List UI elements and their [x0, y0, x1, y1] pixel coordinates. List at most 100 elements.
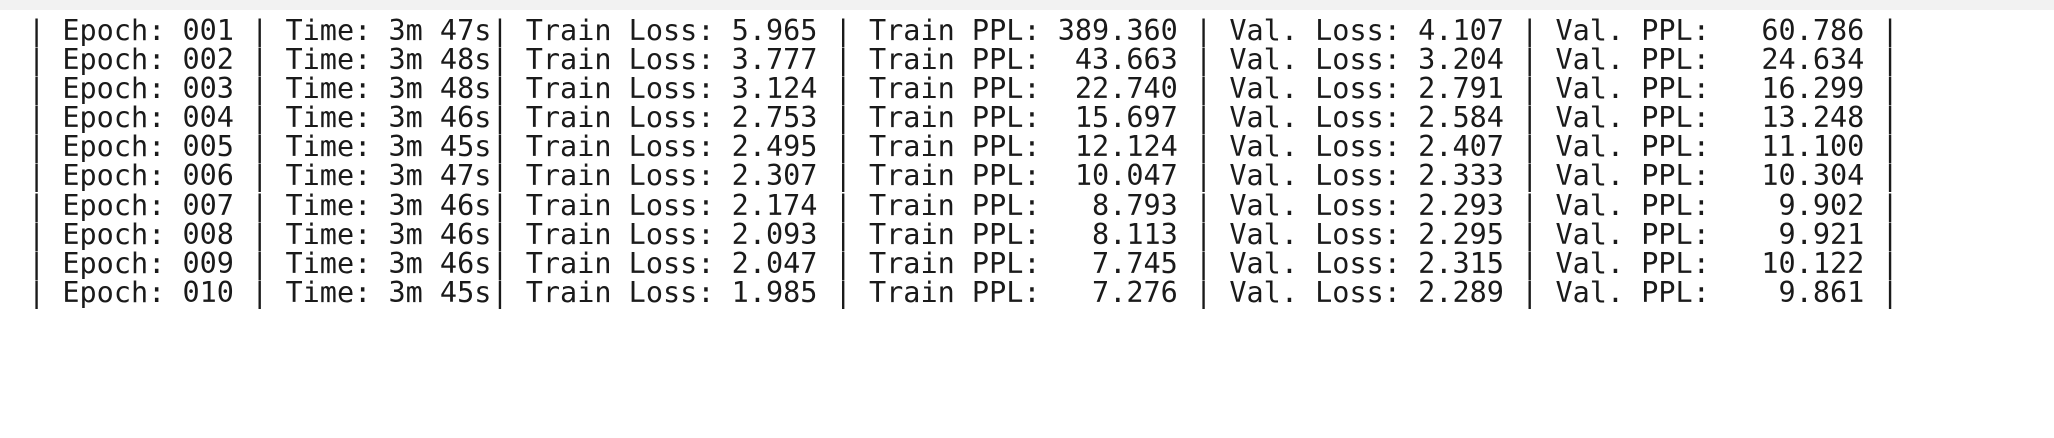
train-loss-label: Train Loss:	[525, 217, 715, 251]
time-value: 3m 46s	[388, 217, 492, 251]
epoch-value: 008	[182, 217, 234, 251]
column-separator: |	[251, 101, 269, 135]
train-loss-label: Train Loss:	[525, 130, 715, 164]
epoch-value: 010	[182, 275, 234, 309]
train-loss-label: Train Loss:	[525, 159, 715, 193]
column-separator: |	[1881, 101, 1899, 135]
train-ppl-value: 22.740	[1074, 72, 1178, 106]
column-separator: |	[491, 72, 509, 106]
val-loss-label: Val. Loss:	[1229, 101, 1401, 135]
val-ppl-value: 24.634	[1761, 43, 1865, 77]
column-separator: |	[1881, 14, 1899, 47]
train-ppl-label: Train PPL:	[868, 159, 1041, 193]
time-value: 3m 47s	[388, 159, 492, 193]
val-loss-label: Val. Loss:	[1229, 275, 1401, 309]
train-ppl-label: Train PPL:	[868, 130, 1041, 164]
output-top-strip	[0, 0, 2054, 10]
val-ppl-value: 10.122	[1761, 246, 1865, 280]
time-label: Time:	[285, 159, 372, 193]
column-separator: |	[251, 130, 269, 164]
train-loss-value: 2.307	[731, 159, 818, 193]
column-separator: |	[1195, 246, 1213, 280]
time-value: 3m 48s	[388, 43, 492, 77]
time-value: 3m 46s	[388, 101, 492, 135]
train-loss-value: 2.495	[731, 130, 818, 164]
time-label: Time:	[285, 130, 372, 164]
column-separator: |	[491, 14, 509, 47]
column-separator: |	[491, 130, 509, 164]
column-separator: |	[251, 246, 269, 280]
train-loss-value: 2.047	[731, 246, 818, 280]
val-loss-value: 2.407	[1418, 130, 1504, 164]
log-line: | Epoch: 003 | Time: 3m 48s| Train Loss:…	[28, 74, 2038, 103]
epoch-label: Epoch:	[62, 159, 166, 193]
epoch-label: Epoch:	[62, 101, 166, 135]
val-ppl-value: 9.921	[1778, 217, 1865, 251]
log-line: | Epoch: 004 | Time: 3m 46s| Train Loss:…	[28, 103, 2038, 132]
column-separator: |	[251, 43, 269, 77]
val-ppl-label: Val. PPL:	[1555, 43, 1710, 77]
time-label: Time:	[285, 188, 372, 222]
time-value: 3m 47s	[388, 14, 492, 47]
train-ppl-label: Train PPL:	[868, 217, 1041, 251]
val-ppl-label: Val. PPL:	[1555, 72, 1710, 106]
time-label: Time:	[285, 14, 372, 47]
val-loss-value: 2.584	[1418, 101, 1504, 135]
column-separator: |	[1521, 72, 1539, 106]
column-separator: |	[1195, 101, 1213, 135]
train-ppl-label: Train PPL:	[868, 246, 1041, 280]
val-loss-label: Val. Loss:	[1229, 159, 1401, 193]
column-separator: |	[1521, 14, 1539, 47]
epoch-value: 003	[182, 72, 234, 106]
column-separator: |	[1521, 101, 1539, 135]
val-loss-value: 4.107	[1418, 14, 1504, 47]
epoch-label: Epoch:	[62, 246, 166, 280]
epoch-value: 002	[182, 43, 234, 77]
val-ppl-label: Val. PPL:	[1555, 275, 1710, 309]
train-loss-label: Train Loss:	[525, 72, 715, 106]
column-separator: |	[1881, 188, 1899, 222]
train-loss-value: 1.985	[731, 275, 818, 309]
train-ppl-label: Train PPL:	[868, 275, 1041, 309]
train-loss-label: Train Loss:	[525, 43, 715, 77]
column-separator: |	[834, 72, 852, 106]
column-separator: |	[28, 217, 46, 251]
column-separator: |	[834, 130, 852, 164]
column-separator: |	[251, 159, 269, 193]
column-separator: |	[1195, 43, 1213, 77]
log-line: | Epoch: 005 | Time: 3m 45s| Train Loss:…	[28, 132, 2038, 161]
train-loss-value: 5.965	[731, 14, 818, 47]
epoch-value: 004	[182, 101, 234, 135]
train-loss-value: 2.753	[731, 101, 818, 135]
column-separator: |	[1195, 130, 1213, 164]
train-loss-value: 3.777	[731, 43, 818, 77]
column-separator: |	[1881, 275, 1899, 309]
column-separator: |	[1521, 217, 1539, 251]
val-loss-value: 2.333	[1418, 159, 1504, 193]
column-separator: |	[1195, 72, 1213, 106]
val-ppl-label: Val. PPL:	[1555, 188, 1710, 222]
column-separator: |	[1881, 130, 1899, 164]
epoch-value: 001	[182, 14, 234, 47]
column-separator: |	[834, 275, 852, 309]
train-loss-label: Train Loss:	[525, 275, 715, 309]
column-separator: |	[28, 72, 46, 106]
column-separator: |	[491, 159, 509, 193]
column-separator: |	[28, 43, 46, 77]
train-loss-value: 3.124	[731, 72, 818, 106]
column-separator: |	[28, 246, 46, 280]
log-line: | Epoch: 009 | Time: 3m 46s| Train Loss:…	[28, 249, 2038, 278]
time-value: 3m 46s	[388, 188, 492, 222]
column-separator: |	[1521, 246, 1539, 280]
time-label: Time:	[285, 246, 372, 280]
column-separator: |	[834, 14, 852, 47]
val-loss-value: 3.204	[1418, 43, 1504, 77]
log-line: | Epoch: 010 | Time: 3m 45s| Train Loss:…	[28, 278, 2038, 307]
val-loss-label: Val. Loss:	[1229, 130, 1401, 164]
val-loss-value: 2.293	[1418, 188, 1504, 222]
train-loss-value: 2.174	[731, 188, 818, 222]
column-separator: |	[1881, 72, 1899, 106]
epoch-label: Epoch:	[62, 72, 166, 106]
column-separator: |	[28, 275, 46, 309]
epoch-label: Epoch:	[62, 275, 166, 309]
